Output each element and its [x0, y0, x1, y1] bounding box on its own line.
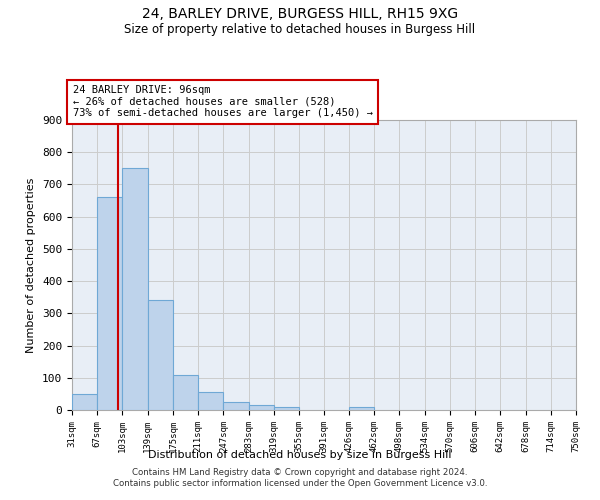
- Text: 24 BARLEY DRIVE: 96sqm
← 26% of detached houses are smaller (528)
73% of semi-de: 24 BARLEY DRIVE: 96sqm ← 26% of detached…: [73, 85, 373, 118]
- Bar: [349, 408, 374, 410]
- Bar: [248, 405, 274, 410]
- Text: Distribution of detached houses by size in Burgess Hill: Distribution of detached houses by size …: [148, 450, 452, 460]
- Bar: [72, 394, 97, 410]
- Bar: [97, 198, 122, 410]
- Text: 24, BARLEY DRIVE, BURGESS HILL, RH15 9XG: 24, BARLEY DRIVE, BURGESS HILL, RH15 9XG: [142, 8, 458, 22]
- Bar: [198, 392, 223, 410]
- Y-axis label: Number of detached properties: Number of detached properties: [26, 178, 37, 352]
- Bar: [274, 407, 299, 410]
- Bar: [122, 168, 148, 410]
- Text: Size of property relative to detached houses in Burgess Hill: Size of property relative to detached ho…: [124, 22, 476, 36]
- Bar: [223, 402, 248, 410]
- Bar: [148, 300, 173, 410]
- Bar: [173, 374, 198, 410]
- Text: Contains HM Land Registry data © Crown copyright and database right 2024.
Contai: Contains HM Land Registry data © Crown c…: [113, 468, 487, 487]
